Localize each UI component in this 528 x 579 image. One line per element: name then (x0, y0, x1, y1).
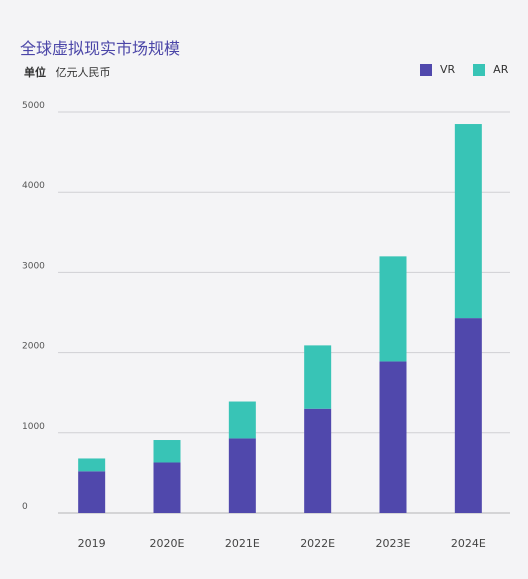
y-tick-label: 5000 (22, 101, 45, 111)
bar-ar-2019 (78, 458, 106, 472)
x-tick-label: 2023E (376, 537, 411, 550)
legend-label-ar: AR (493, 63, 509, 76)
bar-vr-2024e (454, 318, 482, 513)
legend-label-vr: VR (440, 63, 456, 76)
y-tick-label: 0 (22, 502, 28, 512)
unit-label: 单位 (24, 66, 46, 79)
bar-vr-2020e (153, 462, 181, 513)
y-tick-label: 4000 (22, 181, 45, 191)
legend-swatch-vr (420, 63, 432, 76)
legend-item-vr: VR (420, 63, 455, 76)
bar-ar-2022e (304, 345, 332, 409)
bar-ar-2021e (228, 401, 256, 439)
y-tick-label: 2000 (22, 342, 45, 352)
bar-vr-2022e (304, 408, 332, 513)
bar-ar-2024e (454, 124, 482, 319)
x-tick-label: 2022E (300, 537, 335, 550)
legend: VR AR (420, 63, 508, 76)
unit-value: 亿元人民币 (55, 66, 111, 79)
bar-vr-2021e (228, 438, 256, 513)
y-tick-label: 3000 (22, 261, 45, 271)
bar-ar-2023e (379, 256, 407, 362)
bar-vr-2023e (379, 361, 407, 513)
legend-item-ar: AR (473, 63, 508, 76)
x-tick-label: 2020E (150, 537, 185, 550)
y-tick-label: 1000 (22, 422, 45, 432)
x-tick-label: 2019 (78, 537, 106, 550)
bar-vr-2019 (78, 471, 106, 513)
x-tick-label: 2021E (225, 537, 260, 550)
bar-ar-2020e (153, 440, 181, 463)
legend-swatch-ar (473, 63, 486, 76)
unit-caption: 单位 亿元人民币 (24, 64, 111, 80)
chart-title: 全球虚拟现实市场规模 (20, 39, 181, 58)
x-tick-label: 2024E (451, 537, 486, 550)
